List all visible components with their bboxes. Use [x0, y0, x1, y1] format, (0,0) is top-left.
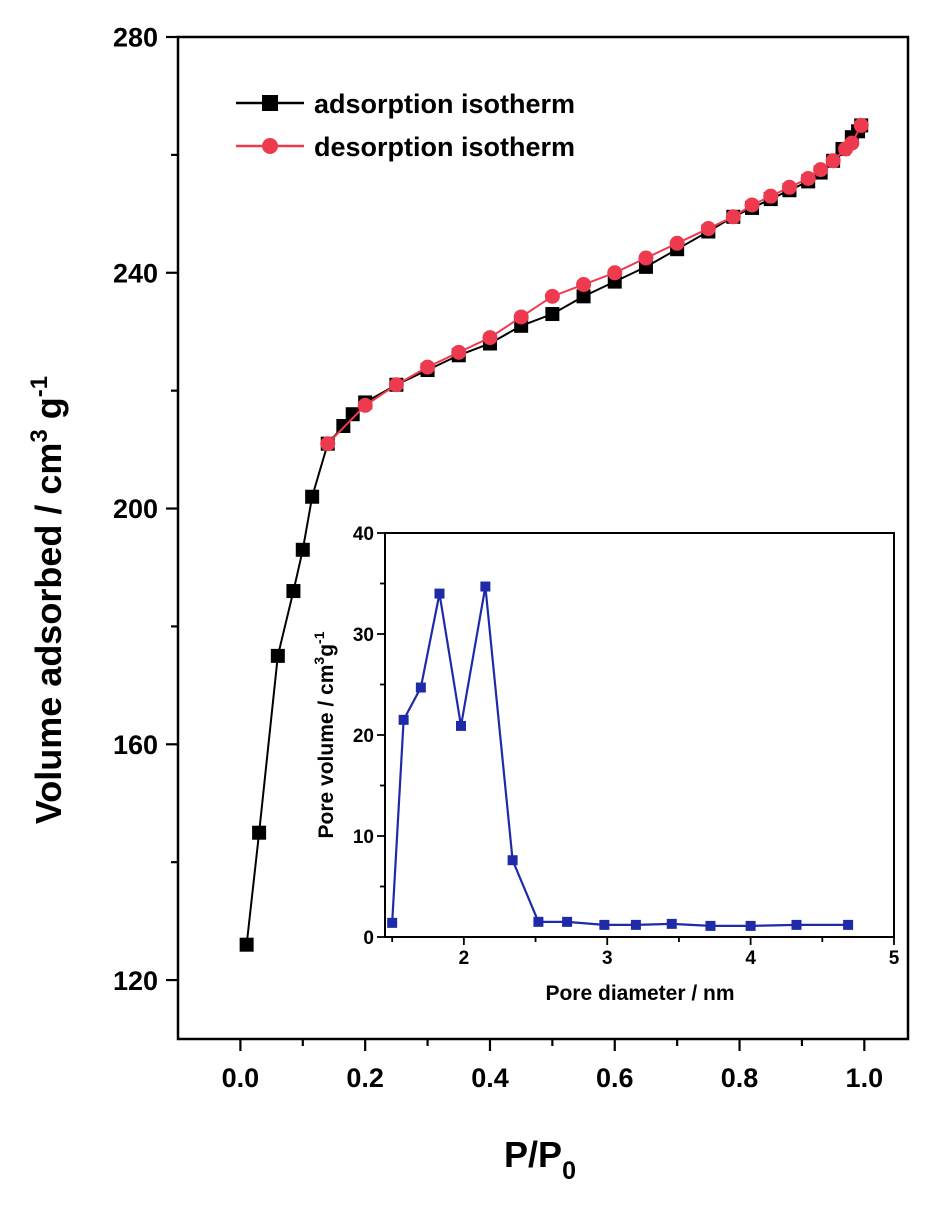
- x-tick-label: 0.0: [222, 1063, 260, 1093]
- y-tick-label: 200: [113, 494, 158, 524]
- inset-plot-frame: [384, 532, 895, 938]
- data-point: [455, 720, 466, 731]
- data-point: [482, 330, 498, 346]
- x-tick-label: 1.0: [846, 1063, 884, 1093]
- main-x-axis-title: P/P0: [504, 1134, 576, 1185]
- data-point: [320, 436, 336, 452]
- main-plot-frame: [176, 35, 910, 1041]
- data-point: [434, 588, 445, 599]
- inset-series-layer: [387, 581, 854, 931]
- data-point: [843, 919, 854, 930]
- data-point: [669, 235, 685, 251]
- y-tick-label: 10: [353, 827, 374, 848]
- x-tick-label: 0.6: [596, 1063, 634, 1093]
- data-point: [576, 277, 592, 293]
- data-point: [853, 117, 869, 133]
- x-tick-label: 4: [745, 948, 756, 969]
- data-point: [576, 289, 591, 304]
- data-point: [387, 917, 398, 928]
- data-point: [420, 359, 436, 375]
- data-point: [507, 855, 518, 866]
- legend: adsorption isotherm desorption isotherm: [236, 89, 575, 162]
- data-point: [745, 920, 756, 931]
- data-point: [700, 221, 716, 237]
- data-point: [630, 919, 641, 930]
- data-point: [705, 920, 716, 931]
- data-point: [295, 542, 310, 557]
- data-point: [599, 919, 610, 930]
- data-point: [305, 489, 320, 504]
- data-point: [415, 682, 426, 693]
- data-point: [388, 377, 404, 393]
- data-point: [398, 714, 409, 725]
- inset-axes: 2 3 4 5 0 10 20 30 40: [353, 524, 900, 969]
- data-point: [545, 307, 560, 322]
- legend-marker-adsorption: [262, 95, 278, 111]
- legend-marker-desorption: [262, 138, 278, 154]
- x-tick-label: 5: [889, 948, 900, 969]
- data-point: [666, 918, 677, 929]
- data-point: [725, 209, 741, 225]
- data-point: [763, 188, 779, 204]
- desorption-isotherm-line: [327, 124, 863, 445]
- data-point: [270, 648, 285, 663]
- data-point: [239, 937, 254, 952]
- y-tick-label: 0: [363, 928, 374, 949]
- data-point: [357, 397, 373, 413]
- data-point: [533, 916, 544, 927]
- legend-label-adsorption: adsorption isotherm: [314, 89, 575, 119]
- data-point: [480, 581, 491, 592]
- data-point: [345, 407, 360, 422]
- x-tick-label: 0.8: [721, 1063, 759, 1093]
- data-point: [813, 162, 829, 178]
- data-point: [451, 344, 467, 360]
- data-point: [781, 179, 797, 195]
- inset-x-axis-title: Pore diameter / nm: [545, 982, 734, 1005]
- data-point: [825, 153, 841, 169]
- x-tick-label: 2: [459, 948, 470, 969]
- data-point: [791, 919, 802, 930]
- data-point: [844, 135, 860, 151]
- inset-y-axis-title: Pore volume / cm3g-1: [311, 631, 338, 838]
- legend-label-desorption: desorption isotherm: [314, 132, 575, 162]
- x-tick-label: 0.4: [471, 1063, 509, 1093]
- y-tick-label: 160: [113, 730, 158, 760]
- data-point: [744, 197, 760, 213]
- data-point: [638, 250, 654, 266]
- y-tick-label: 280: [113, 23, 158, 53]
- data-point: [286, 584, 301, 599]
- data-point: [336, 419, 351, 434]
- y-tick-label: 120: [113, 966, 158, 996]
- pore-volume-line: [391, 586, 849, 927]
- y-tick-label: 20: [353, 726, 374, 747]
- data-point: [607, 265, 623, 281]
- main-y-axis-title: Volume adsorbed / cm3 g-1: [26, 376, 69, 824]
- x-tick-label: 0.2: [346, 1063, 384, 1093]
- main-series-layer: [239, 117, 869, 952]
- y-tick-label: 240: [113, 258, 158, 288]
- y-tick-label: 40: [353, 524, 374, 545]
- data-point: [800, 170, 816, 186]
- y-tick-label: 30: [353, 625, 374, 646]
- data-point: [513, 309, 529, 325]
- x-tick-label: 3: [602, 948, 613, 969]
- data-point: [544, 288, 560, 304]
- data-point: [562, 916, 573, 927]
- data-point: [252, 825, 267, 840]
